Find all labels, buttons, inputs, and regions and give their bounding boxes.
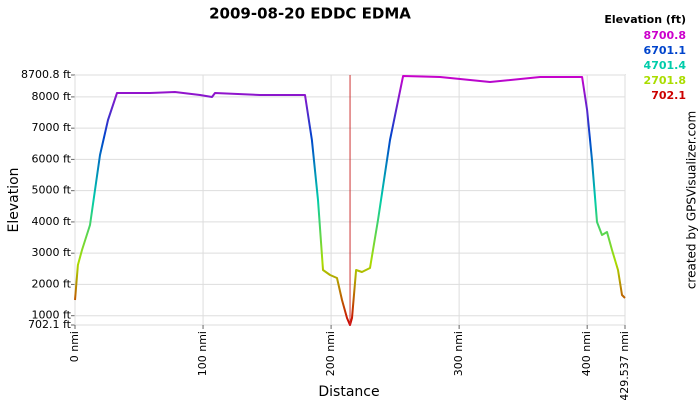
- y-tick-label: 2000 ft: [32, 277, 72, 290]
- x-tick-label: 300 nmi: [452, 331, 465, 376]
- y-axis-label: Elevation: [6, 167, 22, 232]
- y-tick-label: 1000 ft: [32, 309, 72, 322]
- legend-label: 4701.4: [644, 59, 687, 72]
- y-tick-label: 5000 ft: [32, 184, 72, 197]
- x-axis-label: Distance: [318, 384, 379, 400]
- y-tick-label: 7000 ft: [32, 121, 72, 134]
- x-tick-label: 400 nmi: [580, 331, 593, 376]
- legend-title: Elevation (ft): [604, 13, 686, 26]
- legend-label: 2701.8: [644, 74, 686, 87]
- y-tick-label: 8000 ft: [32, 90, 72, 103]
- x-tick-label: 100 nmi: [196, 331, 209, 376]
- y-tick-label: 702.1 ft: [28, 318, 72, 331]
- y-tick-label: 4000 ft: [32, 215, 72, 228]
- x-tick-label: 429.537 nmi: [618, 331, 631, 400]
- y-tick-label: 8700.8 ft: [21, 68, 72, 81]
- legend-label: 702.1: [651, 89, 686, 102]
- y-tick-label: 6000 ft: [32, 152, 72, 165]
- legend-label: 8700.8: [644, 29, 686, 42]
- credit: created by GPSVisualizer.com: [685, 111, 699, 289]
- legend-label: 6701.1: [644, 44, 686, 57]
- x-tick-label: 200 nmi: [324, 331, 337, 376]
- y-tick-label: 3000 ft: [32, 246, 72, 259]
- x-tick-label: 0 nmi: [68, 331, 81, 362]
- elevation-line: [74, 75, 626, 326]
- chart-title: 2009-08-20 EDDC EDMA: [209, 5, 411, 23]
